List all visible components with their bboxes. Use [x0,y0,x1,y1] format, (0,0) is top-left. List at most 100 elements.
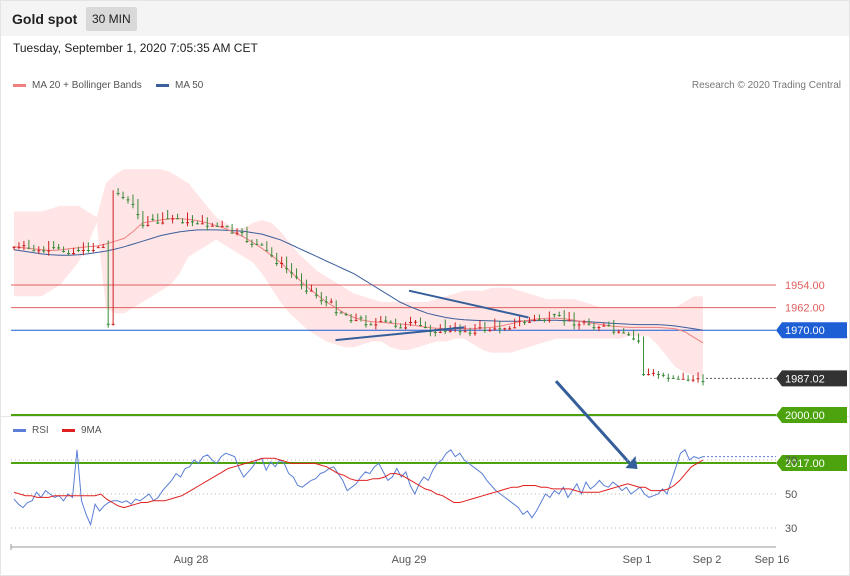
candle-body [131,203,135,205]
level-tag-2017.00 [776,455,847,472]
candle-body [17,246,21,248]
candle-body [656,373,660,375]
candle-body [111,323,115,325]
rsi-line [13,449,704,527]
candle-body [171,218,175,220]
candle-body [438,331,442,333]
candle-body [344,314,348,316]
x-tick-sep-16: Sep 16 [755,554,790,566]
candle-body [458,331,462,333]
rsi-tick-30: 30 [785,523,797,535]
chart-header: Gold spot 30 MIN [1,1,849,36]
candle-body [230,232,234,234]
candle-body [185,222,189,224]
x-tick-aug-29: Aug 29 [392,554,427,566]
bollinger-band [14,169,703,379]
candle-body [190,221,194,223]
candle-body [314,294,318,296]
candle-body [627,334,631,336]
candle-body [339,312,343,314]
candle-body [622,332,626,334]
candle-body [76,249,80,251]
candle-body [374,324,378,326]
legend-swatch-9ma [62,428,75,432]
x-tick-sep-1: Sep 1 [623,554,652,566]
candle-body [468,332,472,334]
candle-body [364,324,368,326]
candle-body [285,268,289,270]
trendline-support [408,289,529,319]
candle-body [518,320,522,322]
candle-body [146,224,150,226]
candle-body [701,381,705,383]
candle-body [523,321,527,323]
candle-body [498,328,502,330]
legend-label-ma20: MA 20 + Bollinger Bands [32,80,142,91]
candle-body [32,250,36,252]
level-label-1970.00: 1970.00 [785,325,825,337]
candle-body [394,325,398,327]
candle-body [642,374,646,376]
candle-body [537,319,541,321]
candle-body [250,243,254,245]
legend-swatch-ma50 [156,83,169,87]
candle-body [319,300,323,302]
candle-body [349,320,353,322]
candle-body [547,319,551,321]
candle-body [200,223,204,225]
candle-body [161,222,165,224]
candle-body [210,225,214,227]
instrument-title: Gold spot [12,11,78,27]
candle-body [528,321,532,323]
candle-body [195,223,199,225]
candle-body [582,321,586,323]
timeframe-badge[interactable]: 30 MIN [86,7,137,31]
candle-body [280,262,284,264]
candle-body [463,331,467,333]
candle-body [632,338,636,340]
candle-body [62,250,66,252]
candle-body [488,329,492,331]
legend-rsi: RSI [13,425,49,436]
candle-body [309,290,313,292]
legend-label-9ma: 9MA [81,425,102,436]
candle-body [691,379,695,381]
candle-body [637,340,641,342]
candle-body [617,331,621,333]
candle-body [86,250,90,252]
candle-body [151,218,155,220]
candle-body [602,325,606,327]
candle-body [116,193,120,195]
candle-body [592,327,596,329]
candle-body [567,320,571,322]
candle-body [696,378,700,380]
legend-swatch-rsi [13,428,26,432]
candle-body [359,317,363,319]
candle-body [42,250,46,252]
candle-body [666,377,670,379]
candle-body [676,378,680,380]
level-label-2017.00: 2017.00 [785,458,825,470]
candle-body [404,327,408,329]
candle-body [166,218,170,220]
x-tick-aug-28: Aug 28 [174,554,209,566]
level-tag-1987.02 [776,370,847,387]
candle-body [141,224,145,226]
candle-body [418,325,422,327]
candle-body [513,327,517,329]
candle-body [81,249,85,251]
ma50-line [13,229,704,331]
candle-body [106,323,110,325]
candle-body [96,247,100,249]
candle-body [57,247,61,249]
candle-body [22,245,26,247]
candle-body [255,243,259,245]
candle-body [304,290,308,292]
candle-body [384,320,388,322]
level-label-2000.00: 2000.00 [785,410,825,422]
candle-body [671,377,675,379]
candle-body [557,315,561,317]
candle-body [478,327,482,329]
candle-body [686,379,690,381]
